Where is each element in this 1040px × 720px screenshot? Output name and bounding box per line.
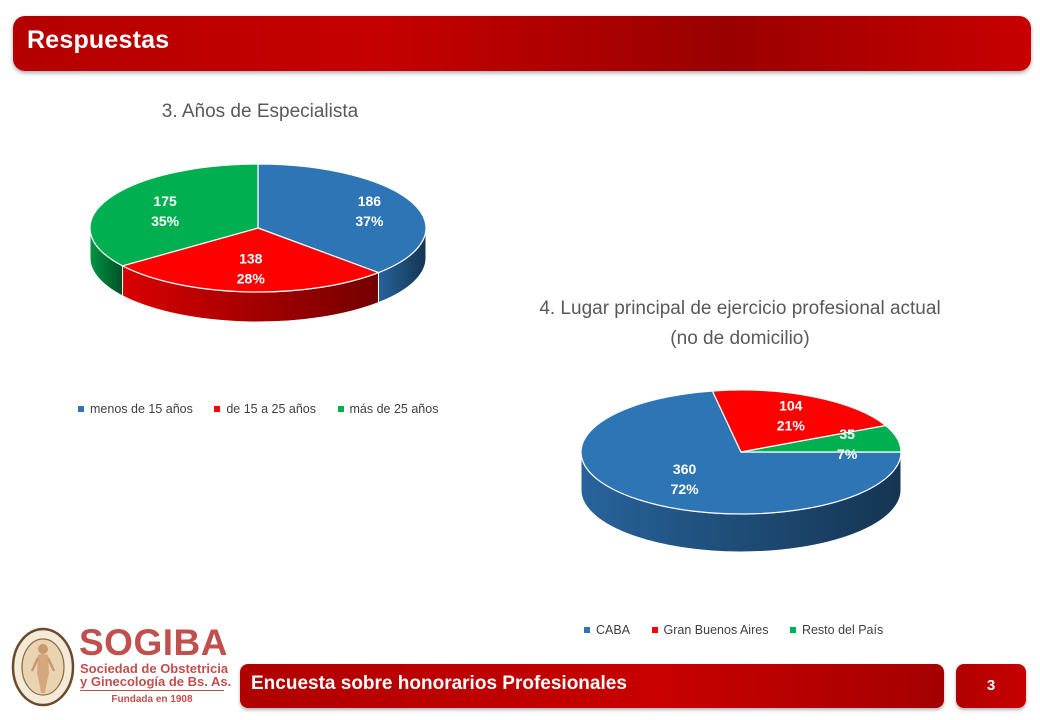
data-label-percent: 37% [355,213,384,229]
data-label-value: 35 [839,426,855,442]
legend-swatch [651,626,658,633]
logo-subtitle-line-2: y Ginecología de Bs. As. [80,674,232,689]
data-label-percent: 28% [237,271,266,287]
data-label-percent: 7% [837,446,858,462]
chart-1-legend: menos de 15 años de 15 a 25 años más de … [78,402,456,416]
legend-swatch [337,405,344,412]
legend-item: menos de 15 años [78,402,193,416]
page-number-box: 3 [956,664,1026,708]
legend-swatch [214,405,221,412]
legend-item: de 15 a 25 años [214,402,316,416]
legend-label: menos de 15 años [90,402,193,416]
chart-1-title: 3. Años de Especialista [161,101,359,122]
legend-swatch [584,626,590,633]
pie-slice [89,163,259,267]
logo-founded: Fundada en 1908 [111,694,193,705]
logo-subtitle-line-1: Sociedad de Obstetricia [80,661,229,676]
page-title: Respuestas [27,26,170,54]
logo-divider [80,690,224,691]
logo-subtitle: Sociedad de Obstetricia y Ginecología de… [80,662,231,688]
legend-swatch [78,405,84,412]
legend-swatch [789,626,796,633]
chart-2-legend: CABA Gran Buenos Aires Resto del País [584,623,901,637]
legend-label: CABA [596,623,631,637]
chart-2-title-line-2: (no de domicilio) [670,328,810,349]
pie-slice [740,424,902,453]
footer-title: Encuesta sobre honorarios Profesionales [251,673,627,694]
data-label-value: 360 [673,461,697,477]
header-bar: Respuestas [13,16,1031,71]
pie-chart-1: 186 37% 138 28% 175 35% [89,163,427,323]
legend-item: CABA [584,623,630,637]
footer-bar: Encuesta sobre honorarios Profesionales [240,664,944,708]
logo-name: SOGIBA [79,622,228,663]
legend-item: Resto del País [789,623,884,637]
chart-2-title: 4. Lugar principal de ejercicio profesio… [490,294,990,354]
legend-item: Gran Buenos Aires [651,623,769,637]
pie-slice [711,389,888,453]
pie-chart-2: 360 72% 104 21% 35 7% [580,389,902,553]
chart-2-title-line-1: 4. Lugar principal de ejercicio profesio… [539,298,941,319]
logo-emblem-icon [11,627,75,707]
data-label-value: 186 [358,193,382,209]
data-label-percent: 72% [671,481,700,497]
data-label-percent: 21% [777,418,806,434]
data-label-percent: 35% [151,213,180,229]
data-label-value: 104 [779,398,803,414]
legend-label: más de 25 años [349,402,439,416]
data-label-value: 175 [153,193,177,209]
legend-label: de 15 a 25 años [226,402,317,416]
pie-slice [257,163,427,274]
legend-item: más de 25 años [337,402,439,416]
legend-label: Gran Buenos Aires [663,623,769,637]
pie-slice [120,227,381,293]
legend-label: Resto del País [801,623,884,637]
page-number: 3 [986,677,996,694]
data-label-value: 138 [239,251,263,267]
